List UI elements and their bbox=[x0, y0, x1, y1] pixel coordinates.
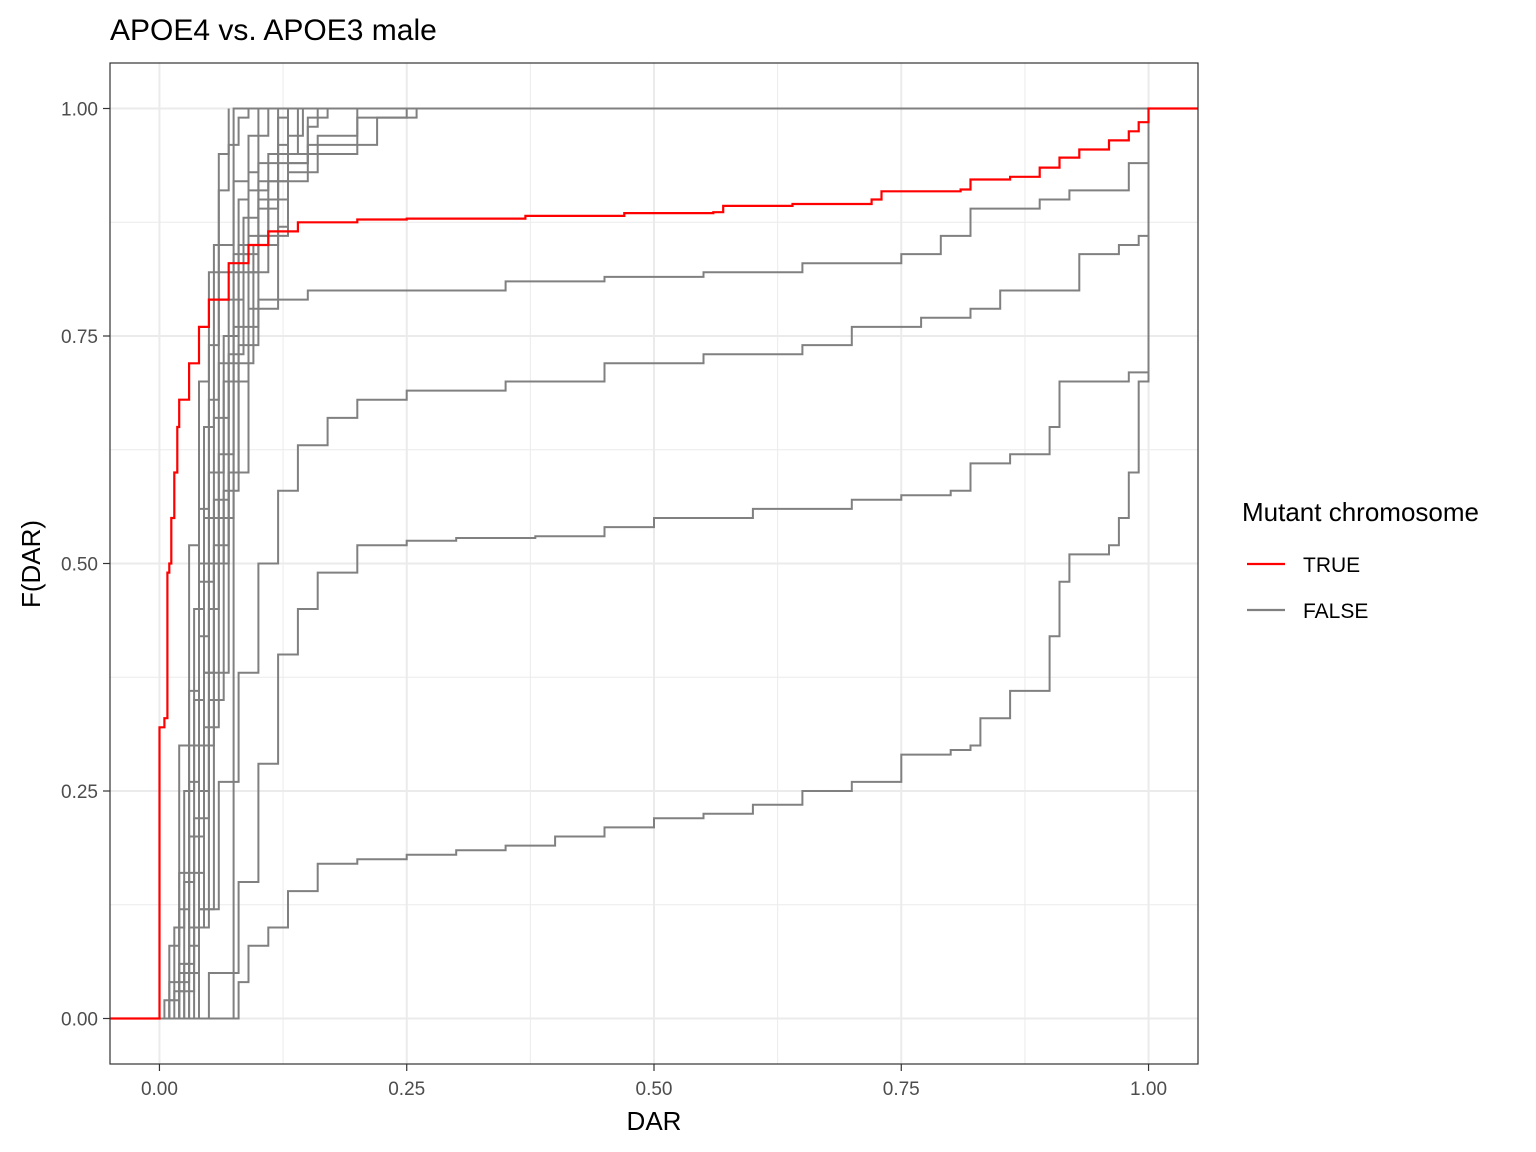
series-line-true bbox=[110, 107, 1198, 1020]
x-tick-label: 0.25 bbox=[388, 1079, 425, 1100]
chart-title: APOE4 vs. APOE3 male bbox=[110, 14, 437, 47]
series-line-false bbox=[179, 108, 359, 1020]
series-line-false bbox=[179, 108, 1150, 1020]
y-tick-label: 0.25 bbox=[61, 782, 98, 803]
series-layer bbox=[110, 107, 1198, 1020]
series-line-false bbox=[228, 108, 1150, 1020]
x-tick-label: 0.50 bbox=[636, 1079, 673, 1100]
y-tick-label: 0.50 bbox=[61, 555, 98, 576]
series-line-false bbox=[179, 108, 418, 1020]
y-axis-title: F(DAR) bbox=[16, 520, 46, 608]
legend: Mutant chromosome TRUE FALSE bbox=[1242, 497, 1479, 623]
series-line-false bbox=[179, 108, 1150, 1020]
series-line-false bbox=[169, 108, 289, 1020]
legend-label-true: TRUE bbox=[1303, 554, 1360, 577]
legend-title: Mutant chromosome bbox=[1242, 497, 1479, 527]
y-axis: 0.00 0.25 0.50 0.75 1.00 bbox=[61, 100, 110, 1031]
plot-panel bbox=[109, 62, 1199, 1065]
x-tick-label: 1.00 bbox=[1130, 1079, 1167, 1100]
legend-label-false: FALSE bbox=[1303, 600, 1368, 623]
x-tick-label: 0.75 bbox=[883, 1079, 920, 1100]
x-axis-title: DAR bbox=[627, 1106, 682, 1136]
y-tick-label: 0.00 bbox=[61, 1010, 98, 1031]
series-line-false bbox=[164, 108, 250, 1020]
y-tick-label: 0.75 bbox=[61, 327, 98, 348]
series-line-false bbox=[169, 108, 1150, 1020]
y-tick-label: 1.00 bbox=[61, 100, 98, 121]
legend-entries: TRUE FALSE bbox=[1247, 554, 1368, 623]
x-axis: 0.00 0.25 0.50 0.75 1.00 bbox=[141, 1064, 1167, 1100]
x-tick-label: 0.00 bbox=[141, 1079, 178, 1100]
